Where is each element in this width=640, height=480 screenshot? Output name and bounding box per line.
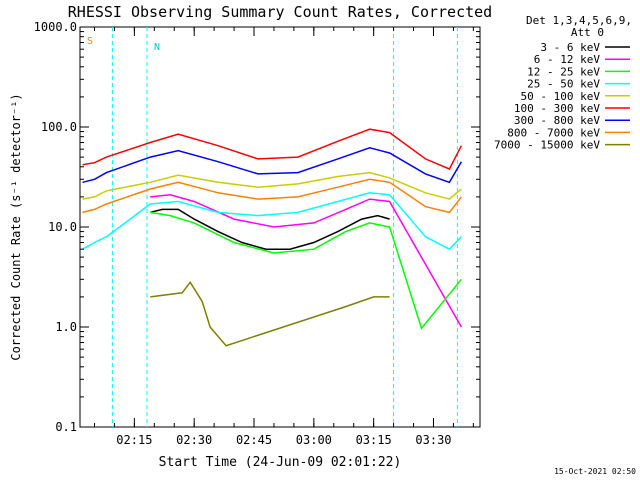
series-line-4 bbox=[82, 171, 462, 200]
series-line-1 bbox=[150, 194, 463, 328]
series-line-5 bbox=[82, 128, 463, 170]
x-tick-label-1: 02:30 bbox=[176, 433, 212, 447]
legend-label-8: 7000 - 15000 keV bbox=[494, 139, 600, 152]
chart-title: RHESSI Observing Summary Count Rates, Co… bbox=[68, 3, 492, 21]
x-tick-label-0: 02:15 bbox=[116, 433, 152, 447]
y-tick-label-0: 0.1 bbox=[55, 420, 77, 434]
axes-ticks: 0.1 1.0 10.0 100.0 1000.0 02:15 02:30 02:45 03:0… bbox=[34, 20, 480, 447]
series-line-3 bbox=[82, 192, 462, 251]
series-line-2 bbox=[150, 211, 462, 330]
legend-label-6: 300 - 800 keV bbox=[514, 114, 600, 127]
footer-timestamp: 15-Oct-2021 02:50 bbox=[554, 467, 636, 476]
series-line-7 bbox=[82, 178, 462, 214]
x-tick-label-3: 03:00 bbox=[296, 433, 332, 447]
x-tick-label-4: 03:15 bbox=[356, 433, 392, 447]
legend-label-5: 100 - 300 keV bbox=[514, 102, 600, 115]
annotation-s: S bbox=[87, 36, 93, 47]
y-tick-label-4: 1000.0 bbox=[34, 20, 77, 34]
y-tick-label-1: 1.0 bbox=[55, 320, 77, 334]
series-line-6 bbox=[82, 147, 463, 184]
legend-title-line-1: Det 1,3,4,5,6,9, bbox=[526, 14, 632, 27]
y-tick-label-2: 10.0 bbox=[48, 220, 77, 234]
legend-label-1: 6 - 12 keV bbox=[534, 53, 601, 66]
x-axis-label: Start Time (24-Jun-09 02:01:22) bbox=[159, 455, 402, 470]
series-line-8 bbox=[150, 280, 390, 347]
series-line-0 bbox=[150, 208, 390, 250]
x-tick-label-5: 03:30 bbox=[415, 433, 451, 447]
series-layer bbox=[82, 128, 463, 347]
legend-label-4: 50 - 100 keV bbox=[521, 90, 601, 103]
legend-label-0: 3 - 6 keV bbox=[540, 41, 600, 54]
y-axis-label: Corrected Count Rate (s⁻¹ detector⁻¹) bbox=[9, 93, 23, 360]
legend-label-7: 800 - 7000 keV bbox=[507, 126, 600, 139]
y-tick-label-3: 100.0 bbox=[41, 120, 77, 134]
legend-label-3: 25 - 50 keV bbox=[527, 78, 600, 91]
legend-title-line-2: Att 0 bbox=[571, 26, 604, 39]
legend-label-2: 12 - 25 keV bbox=[527, 65, 600, 78]
mode-guides bbox=[111, 27, 458, 427]
x-tick-label-2: 02:45 bbox=[236, 433, 272, 447]
annotation-n: N bbox=[154, 42, 160, 53]
